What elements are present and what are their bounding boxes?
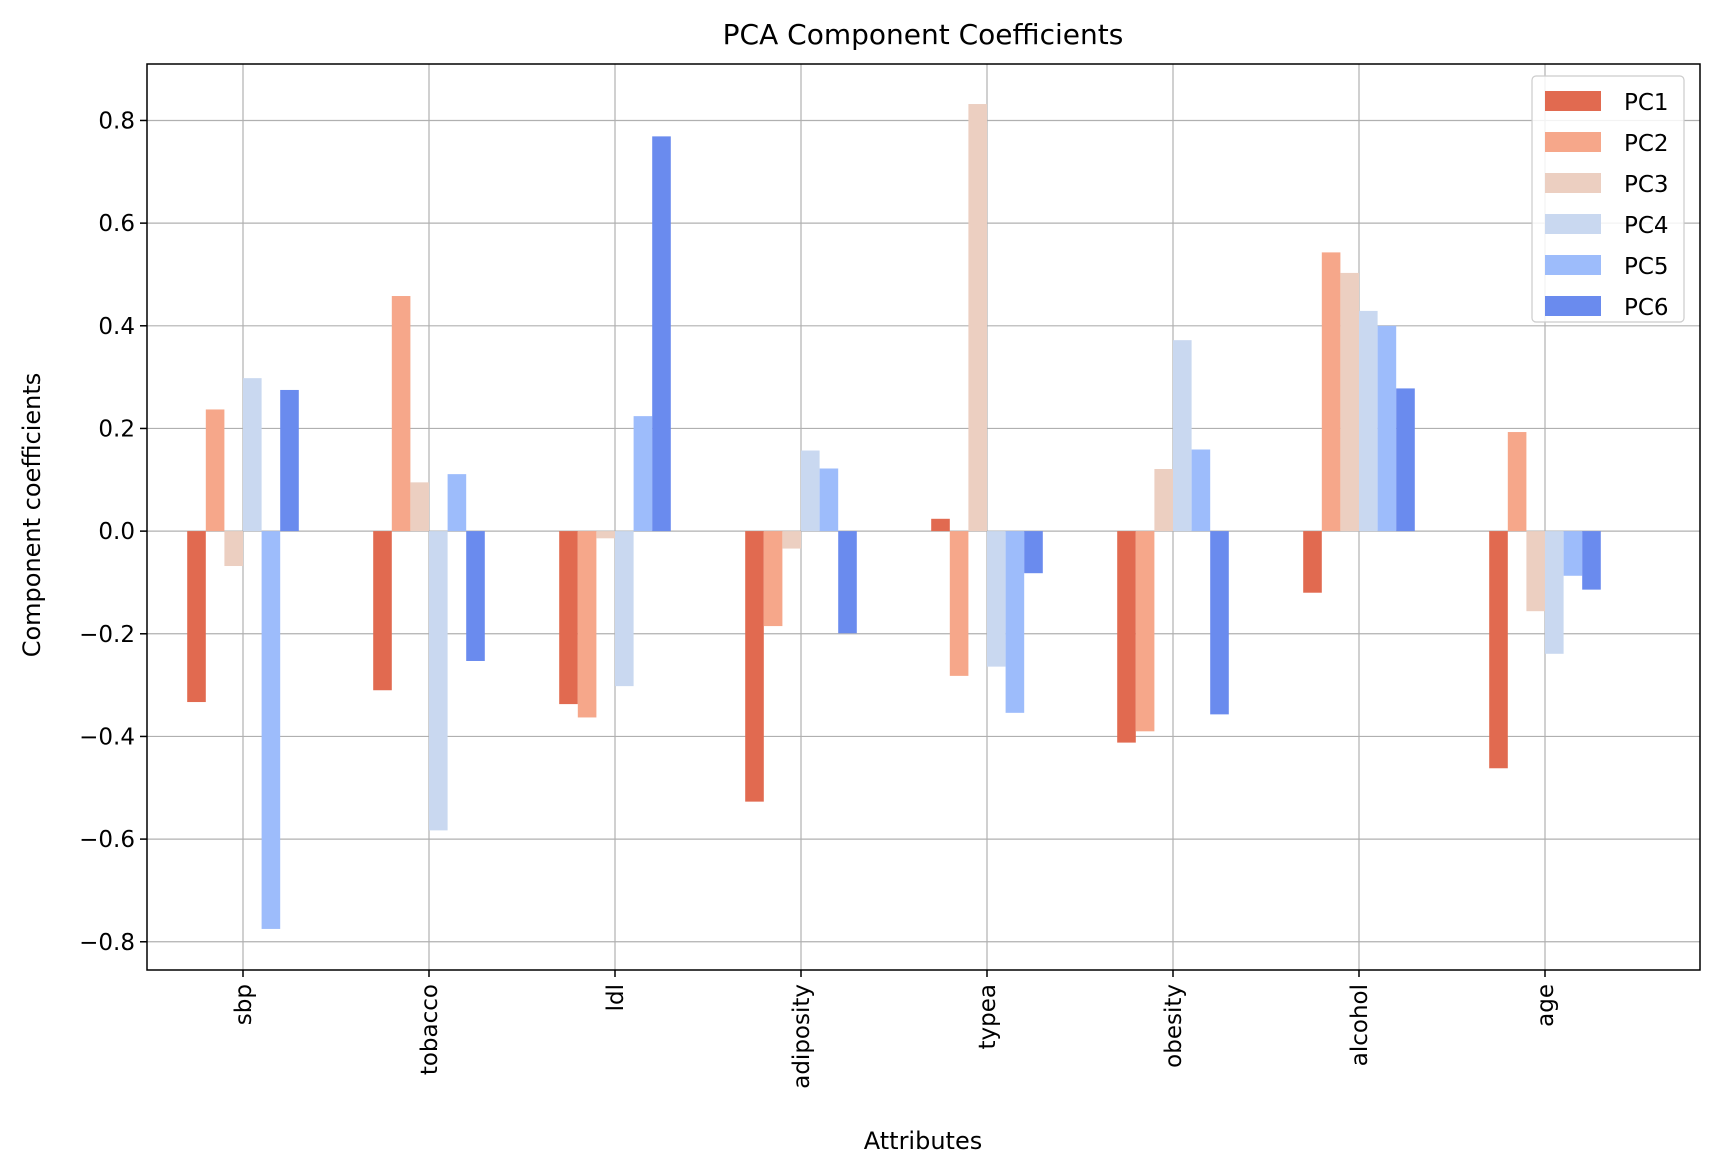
bar-pc2-adiposity	[763, 531, 783, 627]
x-tick-label-tobacco: tobacco	[417, 984, 443, 1075]
bar-pc4-adiposity	[801, 450, 820, 532]
bar-pc6-sbp	[280, 389, 299, 532]
bar-pc5-age	[1563, 531, 1583, 576]
x-tick-label-adiposity: adiposity	[789, 984, 815, 1089]
bar-pc1-obesity	[1117, 531, 1136, 743]
x-axis-ticks: sbp tobacco ldl adiposity typea obesity alcoho…	[231, 970, 1559, 1089]
legend-label-pc2: PC2	[1624, 131, 1669, 157]
bar-pc1-sbp	[187, 531, 206, 703]
bar-pc5-typea	[1005, 531, 1025, 713]
x-tick-label-typea: typea	[975, 984, 1001, 1049]
x-tick-label-age: age	[1533, 984, 1559, 1027]
bar-pc5-sbp	[261, 531, 281, 929]
legend-label-pc3: PC3	[1624, 172, 1669, 198]
legend-swatch-pc3	[1545, 173, 1601, 193]
bar-pc6-adiposity	[838, 531, 857, 634]
bar-pc3-alcohol	[1340, 272, 1359, 532]
legend: PC1 PC2 PC3 PC4 PC5 PC6	[1531, 75, 1685, 323]
chart-title: PCA Component Coefficients	[723, 18, 1124, 51]
legend-label-pc1: PC1	[1624, 90, 1669, 116]
bar-pc3-age	[1526, 531, 1545, 612]
bar-pc1-adiposity	[745, 531, 764, 802]
bar-pc5-obesity	[1191, 449, 1211, 532]
y-tick-label: 0.8	[98, 108, 135, 134]
bars	[187, 104, 1601, 929]
y-tick-label: −0.4	[79, 724, 135, 750]
y-axis-label: Component coefficients	[18, 373, 46, 658]
y-axis-ticks: 0.8 0.6 0.4 0.2 0.0 −0.2 −0.4 −0.6 −0.8	[79, 108, 147, 956]
bar-pc1-alcohol	[1303, 531, 1322, 593]
y-tick-label: −0.2	[79, 622, 135, 648]
bar-pc6-ldl	[652, 136, 671, 532]
legend-swatch-pc2	[1545, 132, 1601, 152]
legend-swatch-pc6	[1545, 296, 1601, 316]
bar-pc2-tobacco	[391, 296, 411, 532]
bar-pc2-sbp	[205, 409, 225, 532]
bar-pc1-tobacco	[373, 531, 392, 691]
bar-pc2-age	[1507, 432, 1527, 532]
bar-pc5-tobacco	[447, 474, 467, 532]
bar-pc5-ldl	[633, 416, 653, 532]
bar-pc2-obesity	[1135, 531, 1155, 732]
bar-pc1-typea	[931, 518, 950, 532]
y-tick-label: 0.2	[98, 416, 135, 442]
bar-pc4-age	[1545, 531, 1564, 654]
legend-label-pc5: PC5	[1624, 254, 1669, 280]
y-tick-label: 0.6	[98, 211, 135, 237]
bar-pc3-tobacco	[410, 482, 429, 532]
bar-pc3-typea	[968, 104, 987, 532]
bar-pc5-alcohol	[1377, 325, 1397, 532]
bar-pc3-obesity	[1154, 469, 1173, 532]
bar-pc6-age	[1582, 531, 1601, 590]
x-tick-label-ldl: ldl	[603, 984, 629, 1011]
bar-pc4-sbp	[243, 378, 262, 532]
bar-pc3-ldl	[596, 531, 615, 539]
x-tick-label-alcohol: alcohol	[1347, 984, 1373, 1066]
bar-pc6-typea	[1024, 531, 1043, 574]
bar-pc4-tobacco	[429, 531, 448, 831]
legend-label-pc6: PC6	[1624, 295, 1669, 321]
x-tick-label-obesity: obesity	[1161, 984, 1187, 1068]
bar-pc4-alcohol	[1359, 310, 1378, 532]
x-tick-label-sbp: sbp	[231, 984, 257, 1025]
y-tick-label: −0.6	[79, 827, 135, 853]
bar-pc6-alcohol	[1396, 388, 1415, 532]
grid-lines	[147, 64, 1700, 970]
bar-pc2-typea	[949, 531, 969, 676]
bar-pc3-sbp	[224, 531, 243, 567]
bar-pc3-adiposity	[782, 531, 801, 549]
axes-frame	[146, 63, 1701, 971]
bar-pc6-tobacco	[466, 531, 485, 661]
legend-swatch-pc5	[1545, 255, 1601, 275]
bar-pc1-ldl	[559, 531, 578, 705]
y-tick-label: 0.4	[98, 314, 135, 340]
bar-pc4-typea	[987, 531, 1006, 667]
bar-pc4-obesity	[1173, 340, 1192, 532]
x-axis-label: Attributes	[864, 1127, 982, 1155]
bar-pc2-alcohol	[1321, 252, 1341, 532]
bar-pc6-obesity	[1210, 531, 1229, 715]
bar-pc1-age	[1489, 531, 1508, 769]
bar-pc2-ldl	[577, 531, 597, 718]
legend-label-pc4: PC4	[1624, 213, 1669, 239]
bar-pc4-ldl	[615, 531, 634, 687]
legend-swatch-pc1	[1545, 91, 1601, 111]
y-tick-label: 0.0	[98, 519, 135, 545]
legend-swatch-pc4	[1545, 214, 1601, 234]
y-tick-label: −0.8	[79, 930, 135, 956]
bar-pc5-adiposity	[819, 468, 839, 532]
